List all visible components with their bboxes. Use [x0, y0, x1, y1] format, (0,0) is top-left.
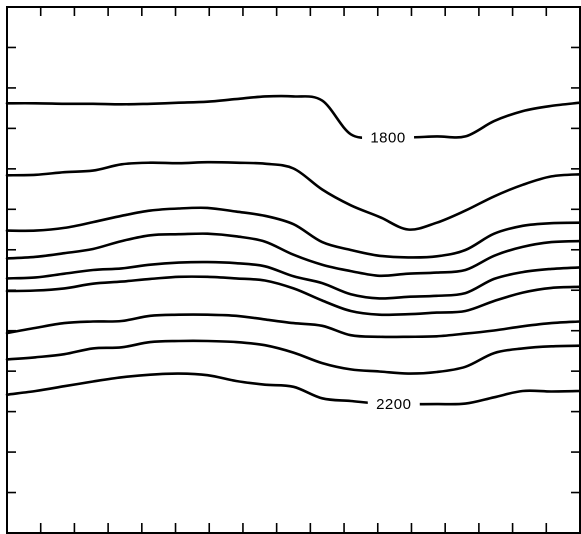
contour-label-2: 2200 — [367, 394, 420, 415]
contour-line-1 — [5, 94, 581, 139]
contour-label-text: 1800 — [370, 129, 405, 146]
contour-label-text: 2200 — [376, 396, 411, 413]
contour-line-6 — [5, 275, 581, 317]
contour-line-8 — [5, 339, 581, 375]
contour-line-7 — [5, 313, 581, 339]
contour-line-2 — [5, 160, 581, 231]
contour-line-5 — [5, 260, 581, 300]
contour-line-3 — [5, 206, 581, 259]
chart-axes — [6, 6, 581, 534]
plot-frame — [6, 6, 581, 534]
contour-line-9 — [5, 372, 581, 406]
contour-lines — [5, 94, 581, 406]
contour-line-4 — [5, 232, 581, 278]
contour-label-bg — [362, 127, 415, 148]
contour-label-bg — [367, 394, 420, 415]
contour-label-1: 1800 — [362, 127, 415, 148]
contour-labels: 1800 2200 — [362, 127, 420, 415]
